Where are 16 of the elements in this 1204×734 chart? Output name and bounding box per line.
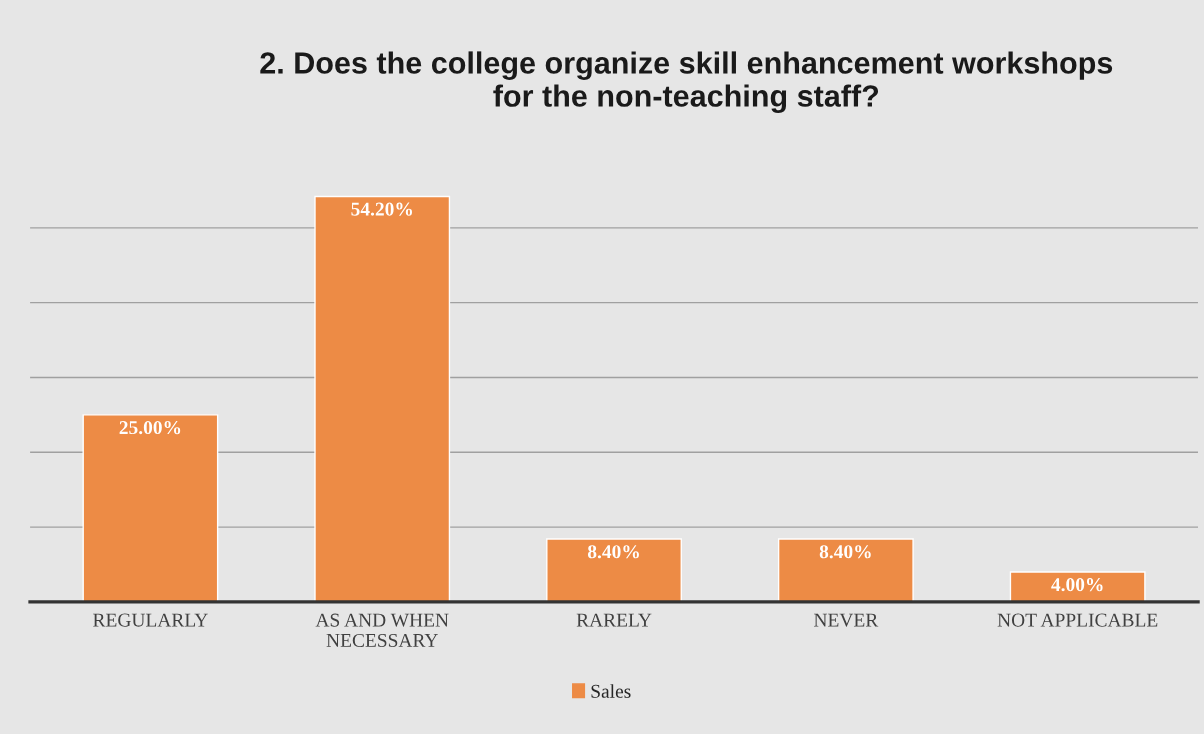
data-label: 8.40% — [819, 545, 871, 559]
legend-label: Sales — [591, 684, 631, 698]
x-tick-label: AS AND WHEN NECESSARY — [315, 613, 449, 648]
bar — [82, 414, 219, 602]
data-label: 8.40% — [587, 545, 639, 559]
data-label: 25.00% — [119, 420, 181, 435]
chart-title: 2. Does the college organize skill enhancement workshops for the non-teaching staff? — [260, 51, 1113, 114]
bar — [546, 538, 682, 602]
x-tick-label: REGULARLY — [93, 613, 208, 627]
data-label: 4.00% — [1051, 578, 1103, 592]
bar — [777, 538, 914, 602]
data-label: 54.20% — [351, 202, 412, 216]
x-tick-label: NEVER — [814, 613, 879, 627]
bar — [314, 195, 451, 602]
x-tick-label: NOT APPLICABLE — [997, 613, 1158, 627]
x-tick-label: RARELY — [576, 613, 652, 627]
